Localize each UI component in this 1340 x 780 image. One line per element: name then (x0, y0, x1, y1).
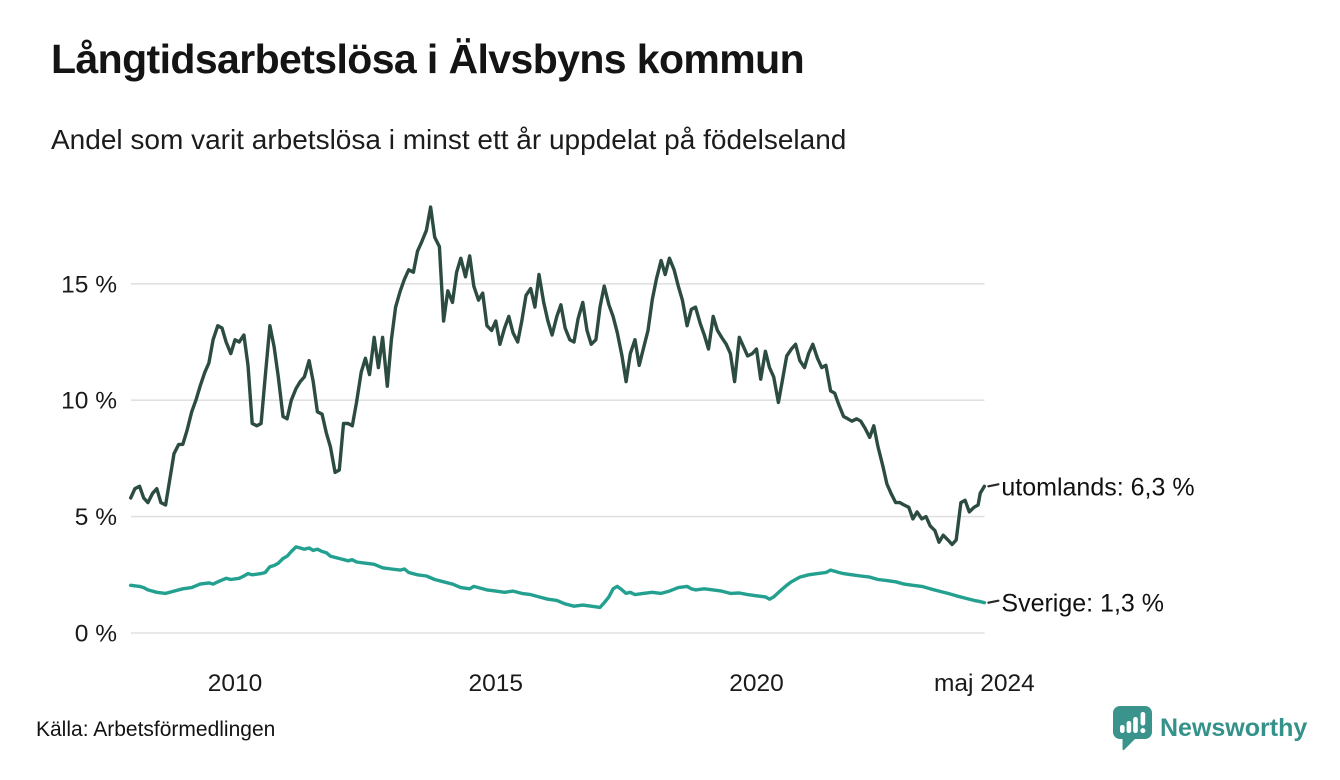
y-tick-label-10: 10 % (61, 388, 117, 415)
x-tick-label-2010: 2010 (208, 670, 263, 697)
legend-dash-utomlands (987, 483, 1000, 488)
source-note: Källa: Arbetsförmedlingen (36, 718, 276, 741)
chart-title: Långtidsarbetslösa i Älvsbyns kommun (51, 36, 805, 82)
series-line-sverige (128, 545, 987, 610)
series-end-label-sverige: Sverige: 1,3 % (1001, 590, 1164, 618)
x-tick-label-2015: 2015 (469, 670, 524, 697)
newsworthy-logo-icon (1113, 706, 1152, 751)
y-tick-label-0: 0 % (75, 621, 117, 648)
x-tick-label-maj-2024: maj 2024 (934, 670, 1035, 697)
x-tick-label-2020: 2020 (729, 670, 784, 697)
chart-subtitle: Andel som varit arbetslösa i minst ett å… (51, 124, 847, 155)
brand-name: Newsworthy (1160, 714, 1308, 742)
y-tick-label-5: 5 % (75, 504, 117, 531)
legend-dash-sverige (987, 599, 1000, 604)
newsworthy-logo[interactable]: Newsworthy (1112, 705, 1307, 752)
series-line-utomlands (128, 205, 987, 547)
series-end-label-utomlands: utomlands: 6,3 % (1001, 473, 1194, 501)
y-tick-label-15: 15 % (61, 271, 117, 298)
